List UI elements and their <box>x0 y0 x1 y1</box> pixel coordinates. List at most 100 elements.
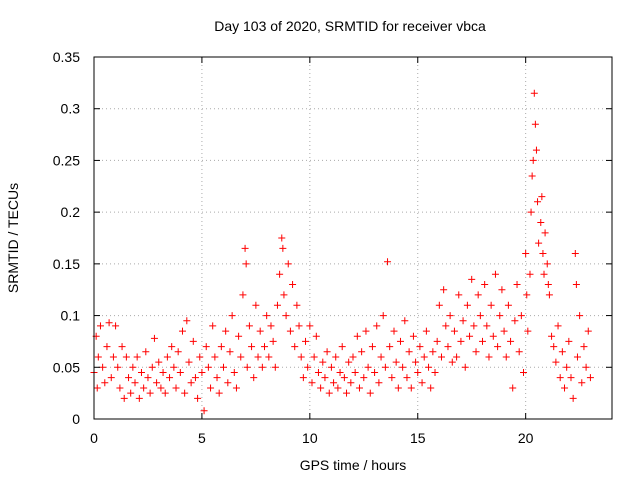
y-tick-label: 0.1 <box>61 308 81 324</box>
data-point <box>487 301 495 309</box>
x-tick-label: 15 <box>410 430 426 446</box>
data-point <box>425 363 433 371</box>
data-point <box>245 322 253 330</box>
x-tick-label: 0 <box>90 430 98 446</box>
data-point <box>468 275 476 283</box>
data-point <box>502 353 510 361</box>
data-point <box>539 250 547 258</box>
data-point <box>207 384 215 392</box>
data-point <box>429 348 437 356</box>
data-point <box>507 337 515 345</box>
data-point <box>409 332 417 340</box>
data-point <box>371 368 379 376</box>
data-point <box>125 374 133 382</box>
data-point <box>114 363 122 371</box>
data-point <box>220 363 227 371</box>
data-point <box>523 291 531 299</box>
data-point <box>483 322 491 330</box>
data-point <box>235 332 243 340</box>
data-point <box>440 286 448 294</box>
data-point <box>343 389 351 397</box>
data-point <box>161 389 169 397</box>
data-point <box>148 363 156 371</box>
data-point <box>222 327 230 335</box>
data-point <box>576 312 584 320</box>
data-point <box>509 384 517 392</box>
data-point <box>470 322 478 330</box>
data-point <box>250 374 258 382</box>
data-point <box>155 358 163 366</box>
data-point <box>582 363 590 371</box>
data-point <box>442 322 450 330</box>
data-point <box>396 337 404 345</box>
data-point <box>340 374 348 382</box>
data-point <box>317 384 325 392</box>
data-point <box>213 374 221 382</box>
data-point <box>401 317 409 325</box>
data-point <box>349 353 357 361</box>
data-point <box>271 363 279 371</box>
data-point <box>353 332 361 340</box>
data-point <box>569 394 577 402</box>
data-point <box>269 337 277 345</box>
data-point <box>243 363 251 371</box>
data-point <box>99 363 107 371</box>
data-point <box>416 343 424 351</box>
data-point <box>556 374 564 382</box>
y-tick-label: 0.15 <box>53 256 80 272</box>
data-point <box>461 363 469 371</box>
data-point <box>93 384 101 392</box>
data-point <box>565 337 573 345</box>
data-point <box>494 343 502 351</box>
data-point <box>540 270 548 278</box>
data-point <box>345 358 353 366</box>
data-point <box>390 327 398 335</box>
data-point <box>433 337 441 345</box>
data-point <box>515 348 523 356</box>
data-point <box>517 312 525 320</box>
data-point <box>256 327 264 335</box>
data-point <box>479 337 486 345</box>
data-point <box>332 353 340 361</box>
data-point <box>263 312 271 320</box>
data-point <box>444 343 452 351</box>
y-tick-label: 0 <box>72 411 80 427</box>
data-point <box>291 343 299 351</box>
data-point <box>289 281 297 289</box>
data-point <box>405 348 413 356</box>
data-point <box>358 348 366 356</box>
data-point <box>373 322 381 330</box>
data-point <box>448 358 456 366</box>
data-point <box>166 374 174 382</box>
y-tick-label: 0.35 <box>53 49 80 65</box>
data-point <box>485 353 493 361</box>
data-point <box>170 363 178 371</box>
data-point <box>204 363 212 371</box>
y-tick-label: 0.05 <box>53 359 80 375</box>
data-point <box>543 260 551 268</box>
data-point <box>554 322 562 330</box>
data-point <box>334 384 342 392</box>
data-point <box>412 358 420 366</box>
data-point <box>159 368 167 376</box>
data-point <box>178 327 186 335</box>
data-point <box>522 250 530 258</box>
data-point <box>276 270 284 278</box>
data-point <box>459 317 467 325</box>
data-point <box>228 312 236 320</box>
data-point <box>347 379 355 387</box>
data-point <box>481 281 489 289</box>
data-point <box>394 384 402 392</box>
data-point <box>306 322 314 330</box>
data-point <box>544 281 552 289</box>
data-point <box>474 291 482 299</box>
data-point <box>457 337 465 345</box>
data-point <box>265 353 273 361</box>
data-point <box>304 363 312 371</box>
data-point <box>321 374 329 382</box>
data-point <box>282 312 290 320</box>
data-point <box>377 353 385 361</box>
data-point <box>427 384 435 392</box>
data-point <box>200 407 208 415</box>
data-point <box>230 368 238 376</box>
